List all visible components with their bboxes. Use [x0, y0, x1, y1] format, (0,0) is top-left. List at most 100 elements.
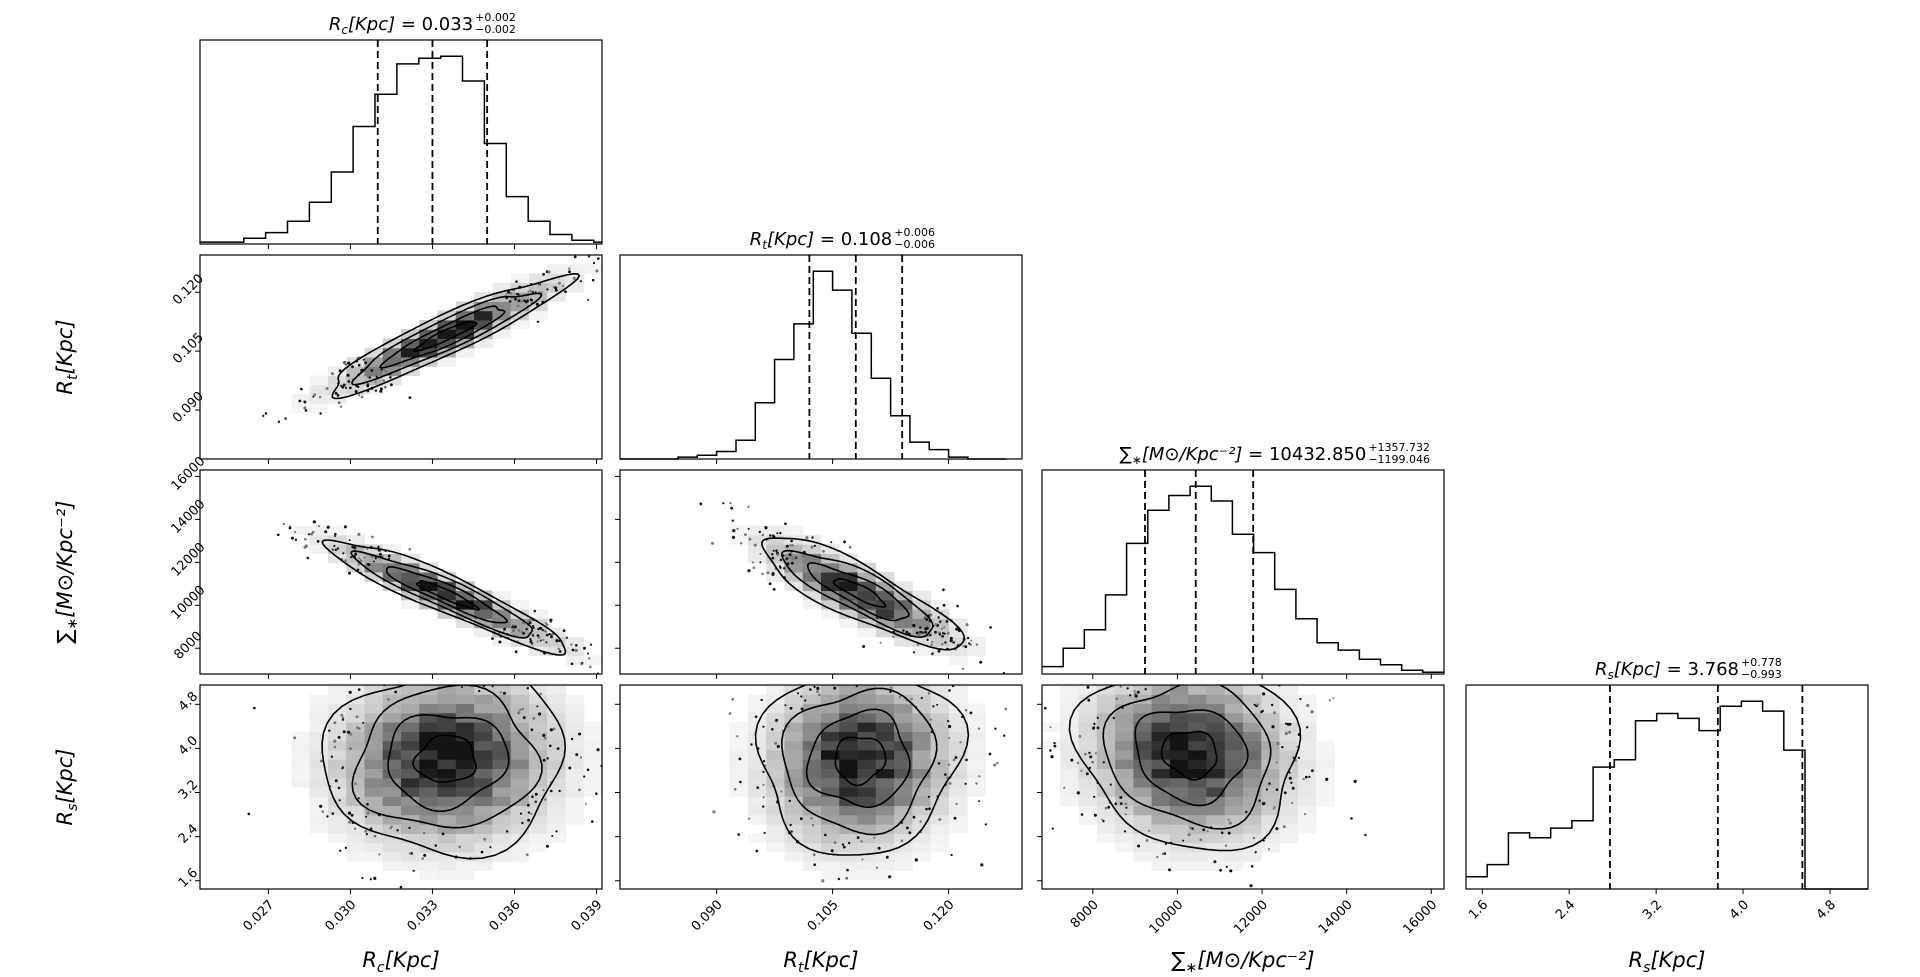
panel-rt-vs-sigma-cell — [839, 581, 859, 592]
panel-rt-vs-sigma-point — [862, 645, 866, 648]
panel-rt-vs-rs-point — [762, 760, 766, 763]
panel-sigma-vs-rs-cell — [1151, 694, 1171, 705]
panel-rt-vs-rs-cell — [802, 731, 822, 742]
panel-rt-vs-rs-cell — [821, 833, 840, 844]
panel-sigma-vs-rs-point — [1310, 710, 1314, 714]
panel-sigma-vs-rs-contours — [1068, 685, 1302, 852]
panel-sigma-vs-rs-cell — [1243, 805, 1262, 816]
panel-rc-vs-rs-cell — [565, 722, 585, 732]
panel-rt-vs-sigma-point — [744, 533, 747, 536]
panel-rt-vs-rs-cell — [875, 870, 895, 881]
panel-sigma-vs-rs-point — [1252, 836, 1256, 840]
panel-rt-vs-rs-cell — [747, 712, 767, 723]
panel-rt-vs-rs-cell — [729, 731, 749, 742]
panel-sigma-vs-rs-cell — [1206, 842, 1226, 853]
panel-sigma-vs-rs-cell — [1279, 833, 1299, 844]
panel-sigma-vs-rs-cell — [1224, 712, 1244, 723]
panel-rc-vs-rs-point — [591, 820, 594, 823]
panel-rt-vs-sigma-cell — [784, 572, 804, 582]
panel-rt-vs-sigma-point — [710, 541, 714, 545]
panel-rc-vs-rs-cell — [492, 768, 512, 779]
panel-sigma-vs-rs-cell — [1060, 712, 1080, 723]
panel-rt-vs-sigma-cell — [766, 572, 785, 582]
panel-sigma-vs-rs-contour-3 — [1102, 685, 1272, 830]
panel-rt-vs-rs-cell — [802, 824, 822, 834]
panel-rt-vs-rs-point — [800, 695, 803, 698]
panel-rt-vs-rs-point — [760, 698, 763, 702]
panel-sigma-vs-rs-cell — [1188, 805, 1207, 816]
panel-rt-vs-sigma-point — [915, 631, 919, 635]
panel-rc-vs-rs-point — [484, 663, 486, 665]
panel-sigma-vs-rs-cell — [1261, 759, 1281, 769]
panel-rc-vs-rs-cell — [474, 814, 493, 825]
panel-rc-vs-rs-cell — [419, 777, 439, 788]
panel-rc-vs-rs-cell — [437, 842, 457, 853]
panel-sigma-vs-rs-point — [1124, 813, 1127, 816]
panel-rc-vs-rs-cell — [474, 824, 493, 834]
panel-rc-vs-sigma-point — [511, 625, 514, 629]
panel-sigma-vs-rs-cell — [1206, 861, 1226, 871]
panel-rc-vs-rs-cell — [309, 805, 329, 816]
panel-rc-vs-rs-point — [521, 707, 524, 711]
panel-rt-vs-sigma-point — [771, 556, 775, 560]
panel-rc-vs-rs-point — [579, 756, 583, 759]
panel-frame-r3c2 — [1041, 684, 1445, 890]
panel-rc-vs-rs-point — [529, 668, 532, 671]
panel-rt-vs-rs-cell — [766, 842, 785, 853]
panel-rt-vs-rs-point — [924, 667, 927, 670]
panel-rc-vs-rs-cell — [346, 740, 365, 751]
panel-sigma-vs-rs-point — [1082, 666, 1085, 669]
panel-rc-vs-rs-cell — [492, 722, 512, 732]
panel-rc-vs-rs-cell — [547, 685, 566, 695]
panel-rc-vs-rt-point — [336, 394, 340, 397]
panel-rt-vs-rs-cell — [930, 833, 950, 844]
panel-rc-vs-rs-cell — [346, 731, 365, 742]
panel-rt-vs-rs-point — [920, 696, 923, 700]
panel-rt-vs-sigma-point — [813, 553, 816, 556]
panel-rt-vs-sigma-point — [942, 588, 945, 592]
panel-sigma-vs-rs-cell — [1188, 851, 1207, 862]
title-rc-label-main: R — [329, 14, 342, 35]
panel-sigma-vs-rs-cell — [1188, 777, 1207, 788]
panel-rt-vs-sigma-contour-4 — [760, 537, 965, 651]
panel-rt-vs-sigma-point — [793, 555, 797, 559]
panel-rc-vs-sigma-cell — [364, 544, 384, 554]
panel-rc-vs-rs-cell — [346, 685, 365, 695]
panel-rc-vs-rt-point — [349, 386, 352, 390]
panel-rc-vs-rs-point — [337, 786, 341, 790]
panel-sigma-vs-rs-point — [1291, 786, 1295, 790]
panel-rc-vs-rs-cell — [547, 722, 566, 732]
panel-rt-vs-rs-cell — [948, 685, 968, 695]
panel-rc-vs-rs-cell — [583, 787, 602, 797]
panel-rc-vs-rs-cell — [474, 777, 493, 788]
panel-rc-vs-sigma-cell — [455, 609, 475, 619]
panel-sigma-vs-rs-point — [1094, 752, 1097, 755]
panel-rc-vs-rt-point — [542, 272, 545, 276]
panel-sigma-vs-rs-cell — [1316, 740, 1335, 751]
panel-rc-vs-sigma-cell — [474, 618, 493, 629]
panel-rt-vs-sigma-point — [930, 643, 933, 646]
panel-rc-vs-rt-point — [617, 278, 620, 281]
panel-sigma-vs-rs-point — [1137, 844, 1141, 848]
panel-sigma-vs-rs-cell — [1133, 749, 1153, 760]
panel-rc-vs-rs-cell — [510, 685, 530, 695]
panel-rc-vs-rs-point — [253, 706, 256, 710]
panel-rc-vs-rt-point — [370, 369, 374, 372]
panel-rt-vs-rs-point — [872, 677, 874, 679]
panel-rc-vs-rs-cell — [382, 759, 402, 769]
panel-rc-vs-rs-point — [412, 869, 415, 872]
panel-rc-vs-rs-cell — [510, 842, 530, 853]
panel-rc-vs-rs-cell — [437, 870, 457, 881]
panel-sigma-vs-rs-cell — [1060, 796, 1080, 807]
x-axis-label-rc: Rc[Kpc] — [362, 948, 439, 976]
panel-rc-vs-sigma-point — [537, 627, 540, 631]
panel-rt-vs-rs-point — [836, 897, 839, 900]
panel-rt-vs-rs-point — [964, 782, 967, 785]
panel-rt-vs-rs-cell — [839, 861, 859, 871]
panel-rc-vs-sigma-point — [558, 640, 561, 642]
panel-rc-vs-rt-cell — [382, 338, 402, 349]
panel-rt-vs-sigma-cell — [802, 572, 822, 582]
panel-rt-vs-sigma-point — [747, 569, 751, 573]
panel-sigma-vs-rs-cell — [1297, 814, 1317, 825]
panel-sigma-vs-rs-cell — [1151, 685, 1171, 695]
